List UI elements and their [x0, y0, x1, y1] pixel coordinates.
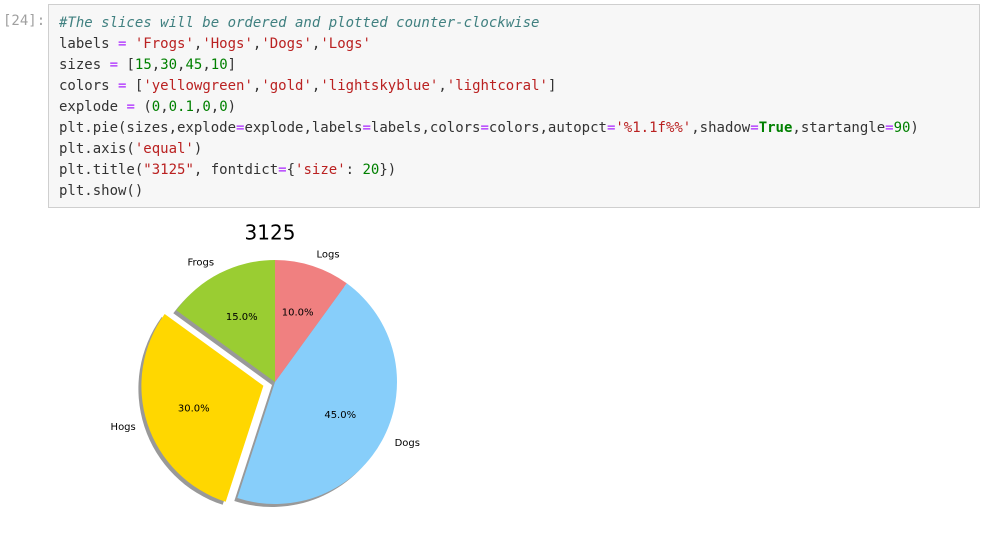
- code-token: 45: [185, 57, 203, 73]
- code-token: [: [126, 57, 135, 73]
- code-token: 'Logs': [320, 36, 371, 52]
- code-token: 'equal': [134, 141, 194, 157]
- code-line: plt.show(): [59, 181, 969, 202]
- code-token: #The slices will be ordered and plotted …: [59, 15, 540, 31]
- code-token: =: [278, 162, 287, 178]
- code-token: 'Hogs': [202, 36, 253, 52]
- code-token: ]: [227, 57, 237, 73]
- chart: 3125 Frogs 15.0% Hogs 30.0% Dogs 45.0% Logs 10.…: [111, 221, 420, 507]
- code-line: colors = ['yellowgreen','gold','lightsky…: [59, 76, 969, 97]
- code-line: #The slices will be ordered and plotted …: [59, 13, 969, 34]
- code-token: 'lightskyblue': [320, 78, 439, 94]
- code-token: =: [362, 120, 371, 136]
- code-token: ,startangle: [792, 120, 886, 136]
- code-token: =: [109, 78, 135, 94]
- code-token: ): [910, 120, 919, 136]
- code-line: explode = (0,0.1,0,0): [59, 97, 969, 118]
- code-token: (: [143, 99, 152, 115]
- code-token: True: [758, 120, 793, 136]
- code-token: 'size': [295, 162, 346, 178]
- code-token: 'Frogs': [134, 36, 194, 52]
- code-token: 'yellowgreen': [143, 78, 253, 94]
- code-token: ): [227, 99, 237, 115]
- code-token: ,: [311, 36, 321, 52]
- code-line: plt.axis('equal'): [59, 139, 969, 160]
- cell-prompt: [24]:: [3, 13, 46, 29]
- code-token: 'gold': [261, 78, 312, 94]
- code-line: sizes = [15,30,45,10]: [59, 55, 969, 76]
- code-token: 'Dogs': [261, 36, 312, 52]
- code-token: 30: [160, 57, 178, 73]
- code-token: 90: [893, 120, 911, 136]
- wedge: [141, 314, 264, 502]
- slice-label: Logs: [316, 249, 339, 260]
- code-token: =: [606, 120, 616, 136]
- code-token: plt.pie(sizes,explode: [59, 120, 237, 136]
- code-token: }): [379, 162, 397, 178]
- code-token: =: [101, 57, 127, 73]
- code-token: ,: [252, 78, 262, 94]
- code-token: labels,colors: [370, 120, 481, 136]
- percent-label: 15.0%: [226, 312, 258, 323]
- code-token: 0: [151, 99, 161, 115]
- code-token: 'lightcoral': [446, 78, 548, 94]
- code-token: ]: [547, 78, 557, 94]
- wedge: [275, 260, 347, 382]
- code-token: "3125": [143, 162, 194, 178]
- code-line: plt.title("3125", fontdict={'size': 20}): [59, 160, 969, 181]
- code-token: ,: [202, 57, 211, 73]
- code-token: {: [286, 162, 296, 178]
- code-token: ): [193, 141, 203, 157]
- code-token: 10: [210, 57, 228, 73]
- code-token: ,: [252, 36, 262, 52]
- code-token: ,: [193, 36, 203, 52]
- percent-label: 30.0%: [178, 403, 210, 414]
- code-token: =: [885, 120, 894, 136]
- code-token: 0: [202, 99, 211, 115]
- code-token: colors: [59, 78, 110, 94]
- code-token: ,: [193, 99, 203, 115]
- code-token: ,shadow: [691, 120, 751, 136]
- code-line: plt.pie(sizes,explode=explode,labels=lab…: [59, 118, 969, 139]
- slice-label: Hogs: [111, 422, 136, 433]
- code-token: [: [134, 78, 144, 94]
- code-token: ,: [151, 57, 161, 73]
- code-token: colors,autopct: [488, 120, 607, 136]
- code-token: ,: [311, 78, 321, 94]
- code-line: labels = 'Frogs','Hogs','Dogs','Logs': [59, 34, 969, 55]
- code-token: 15: [134, 57, 152, 73]
- code-token: =: [109, 36, 135, 52]
- code-token: plt.show(): [59, 183, 144, 199]
- code-token: '%1.1f%%': [615, 120, 692, 136]
- code-cell[interactable]: #The slices will be ordered and plotted …: [48, 4, 980, 208]
- code-token: :: [345, 162, 363, 178]
- wedge: [176, 260, 275, 382]
- code-token: ,: [210, 99, 220, 115]
- code-token: 0.1: [168, 99, 194, 115]
- code-token: explode: [59, 99, 119, 115]
- code-token: =: [750, 120, 759, 136]
- code-token: explode,labels: [244, 120, 363, 136]
- code-token: , fontdict: [193, 162, 279, 178]
- code-token: sizes: [59, 57, 102, 73]
- percent-label: 45.0%: [324, 410, 356, 421]
- code-token: ,: [160, 99, 169, 115]
- code-token: ,: [177, 57, 186, 73]
- code-token: ,: [438, 78, 447, 94]
- slice-label: Frogs: [187, 257, 214, 268]
- code-token: =: [236, 120, 245, 136]
- slice-label: Dogs: [395, 438, 420, 449]
- code-token: =: [118, 99, 144, 115]
- code-token: labels: [59, 36, 110, 52]
- code-token: 0: [219, 99, 228, 115]
- wedge: [237, 283, 397, 504]
- code-token: plt.title(: [59, 162, 144, 178]
- chart-title: 3125: [245, 221, 296, 245]
- percent-label: 10.0%: [282, 307, 314, 318]
- code-token: plt.axis(: [59, 141, 135, 157]
- code-token: 20: [362, 162, 380, 178]
- code-token: =: [480, 120, 489, 136]
